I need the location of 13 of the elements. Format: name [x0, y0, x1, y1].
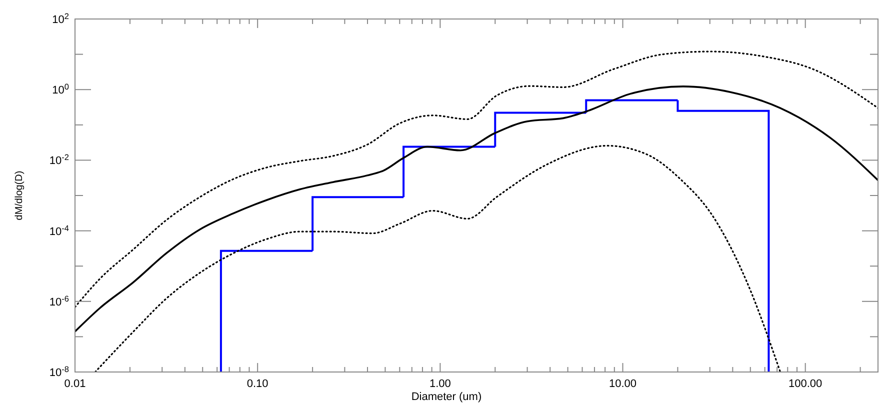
y-tick-label: 10$^{-2}$	[49, 152, 70, 168]
y-axis-title: dM/dlog(D)	[14, 170, 25, 220]
x-tick-label: 100.00	[788, 378, 822, 390]
x-tick-label: 0.10	[246, 378, 268, 390]
x-tick-label: 0.01	[64, 378, 86, 390]
x-tick-label: 1.00	[429, 378, 451, 390]
y-tick-label: 10$^{-6}$	[49, 294, 70, 308]
x-tick-label: 10.00	[608, 378, 637, 390]
y-tick-label: 10$^{-4}$	[49, 223, 70, 238]
y-tick-label: 10$^{0}$	[52, 82, 70, 97]
y-tick-label: 10$^{2}$	[52, 12, 70, 26]
y-tick-label: 10$^{-8}$	[49, 364, 70, 379]
x-axis-title: Diameter (um)	[411, 391, 482, 403]
